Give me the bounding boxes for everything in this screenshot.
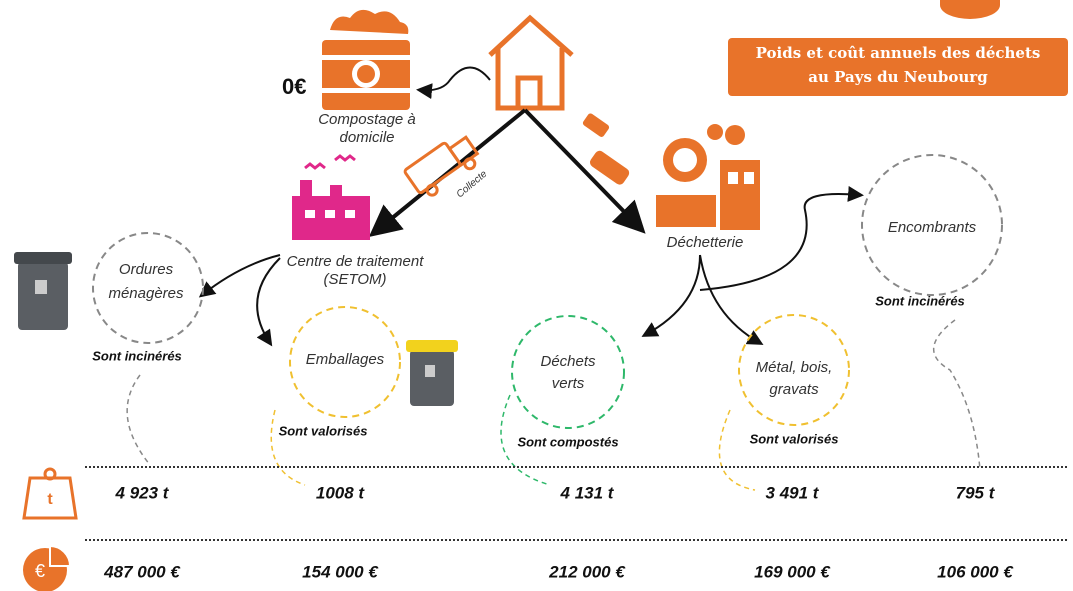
header-title: au Pays du Neubourg [808, 68, 988, 86]
arrow [202, 255, 280, 295]
stream-cost: 487 000 € [103, 562, 181, 581]
bin-icon [14, 252, 72, 330]
stream-name: verts [552, 375, 585, 392]
bin-icon [406, 340, 458, 406]
cost-icon [23, 546, 70, 591]
stream-name: Emballages [306, 351, 385, 368]
stream-cost: 169 000 € [754, 562, 831, 581]
arrow [257, 258, 280, 343]
stream-name: Encombrants [888, 219, 977, 236]
stream-cost: 212 000 € [548, 562, 626, 581]
compost-icon [322, 10, 410, 110]
stream-name: ménagères [108, 285, 184, 302]
stream-fate: Sont incinérés [92, 348, 182, 363]
cost-icon-label: € [35, 561, 45, 581]
stream-cost: 106 000 € [937, 562, 1014, 581]
header-title: Poids et coût annuels des déchets [756, 44, 1041, 62]
stream-fate: Sont valorisés [750, 431, 839, 446]
stream-fate: Sont compostés [517, 434, 618, 449]
compost-cost: 0€ [282, 74, 306, 99]
dechetterie-label: Déchetterie [667, 234, 744, 251]
stream-fate: Sont incinérés [875, 293, 965, 308]
leader [271, 410, 305, 485]
factory-icon [292, 156, 370, 240]
stream-weight: 795 t [956, 483, 996, 502]
treatment-label: Centre de traitement [287, 253, 425, 270]
stream-cost: 154 000 € [302, 562, 379, 581]
dechetterie-icon [656, 124, 760, 230]
stream-name: Déchets [540, 353, 596, 370]
stream-weight: 3 491 t [766, 483, 820, 502]
leader [934, 320, 980, 470]
stream-circle [512, 316, 624, 428]
arrow [420, 68, 490, 91]
arrow [700, 255, 760, 343]
compost-label: domicile [339, 129, 394, 146]
leader [719, 410, 755, 490]
compost-label: Compostage à [318, 111, 416, 128]
stream-fate: Sont valorisés [279, 423, 368, 438]
stream-weight: 4 131 t [560, 483, 615, 502]
collecte-label: Collecte [455, 168, 490, 200]
car-icon [565, 112, 645, 186]
leader [127, 375, 150, 465]
weight-icon-label: t [47, 491, 53, 508]
arrow [645, 255, 700, 335]
infographic: Poids et coût annuels des déchets au Pay… [0, 0, 1073, 591]
house-icon [490, 18, 572, 108]
treatment-label: (SETOM) [323, 271, 386, 288]
header-tab [940, 0, 1000, 19]
stream-weight: 4 923 t [115, 483, 170, 502]
stream-name: gravats [769, 381, 819, 398]
stream-name: Ordures [119, 261, 174, 278]
stream-name: Métal, bois, [756, 359, 833, 376]
stream-weight: 1008 t [316, 483, 366, 502]
